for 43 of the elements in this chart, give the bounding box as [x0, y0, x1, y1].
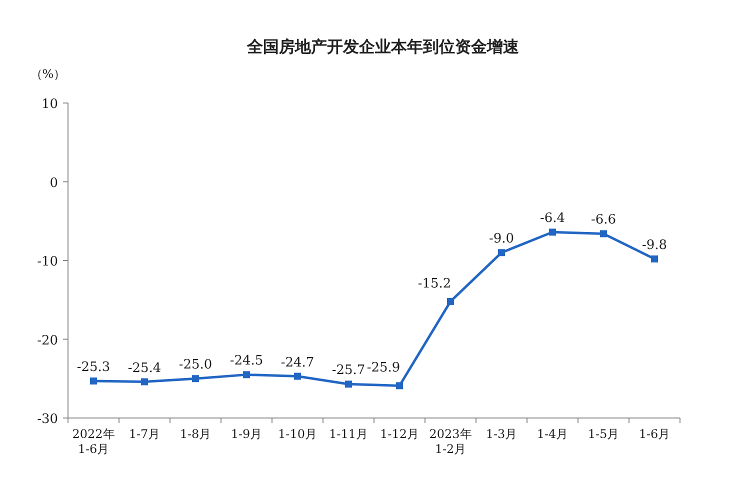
point [141, 378, 148, 386]
point [90, 377, 97, 384]
x-tick-label: 1-5月 [588, 427, 620, 441]
point [192, 375, 199, 382]
point [651, 255, 658, 262]
x-tick-label: 1-11月 [329, 427, 368, 441]
data-label: -25.9 [366, 360, 400, 376]
x-tick-label: 1-3月 [486, 427, 518, 441]
point [243, 371, 250, 378]
y-axis-title: （%） [30, 67, 66, 81]
x-tick-label: 2022年 1-6月 [72, 427, 115, 456]
data-label: -24.5 [230, 354, 264, 369]
y-tick-label: -10 [37, 254, 58, 270]
point [345, 380, 352, 388]
data-label: -25.7 [332, 363, 366, 378]
chart-title: 全国房地产开发企业本年到位资金增速 [246, 37, 520, 56]
point [549, 228, 556, 236]
data-label: -24.7 [280, 355, 314, 370]
point [498, 249, 505, 256]
x-tick-label: 1-8月 [180, 427, 212, 441]
y-tick-label: -20 [37, 333, 58, 348]
point [600, 230, 607, 238]
data-label: -9.8 [642, 238, 668, 253]
data-label: -25.3 [76, 360, 110, 375]
y-tick-label: 10 [41, 97, 58, 112]
x-tick-label: 1-7月 [128, 427, 160, 441]
point [294, 372, 301, 380]
y-tick-label: 0 [50, 176, 58, 191]
y-tick-label: -30 [37, 412, 58, 427]
x-tick-label: 1-6月 [638, 427, 670, 441]
data-label: -6.4 [540, 211, 566, 226]
data-label: -25.4 [128, 360, 162, 376]
data-label: -25.0 [178, 358, 212, 373]
point [447, 298, 454, 305]
x-tick-label: 1-4月 [536, 427, 568, 441]
data-label: -6.6 [590, 212, 616, 228]
x-tick-label: 2023年 1-2月 [429, 427, 472, 456]
x-tick-label: 1-9月 [230, 427, 262, 441]
x-tick-label: 1-12月 [380, 427, 419, 441]
x-tick-label: 1-10月 [278, 427, 317, 441]
data-label: -9.0 [488, 232, 514, 247]
point [396, 382, 403, 390]
data-label: -15.2 [418, 276, 452, 292]
